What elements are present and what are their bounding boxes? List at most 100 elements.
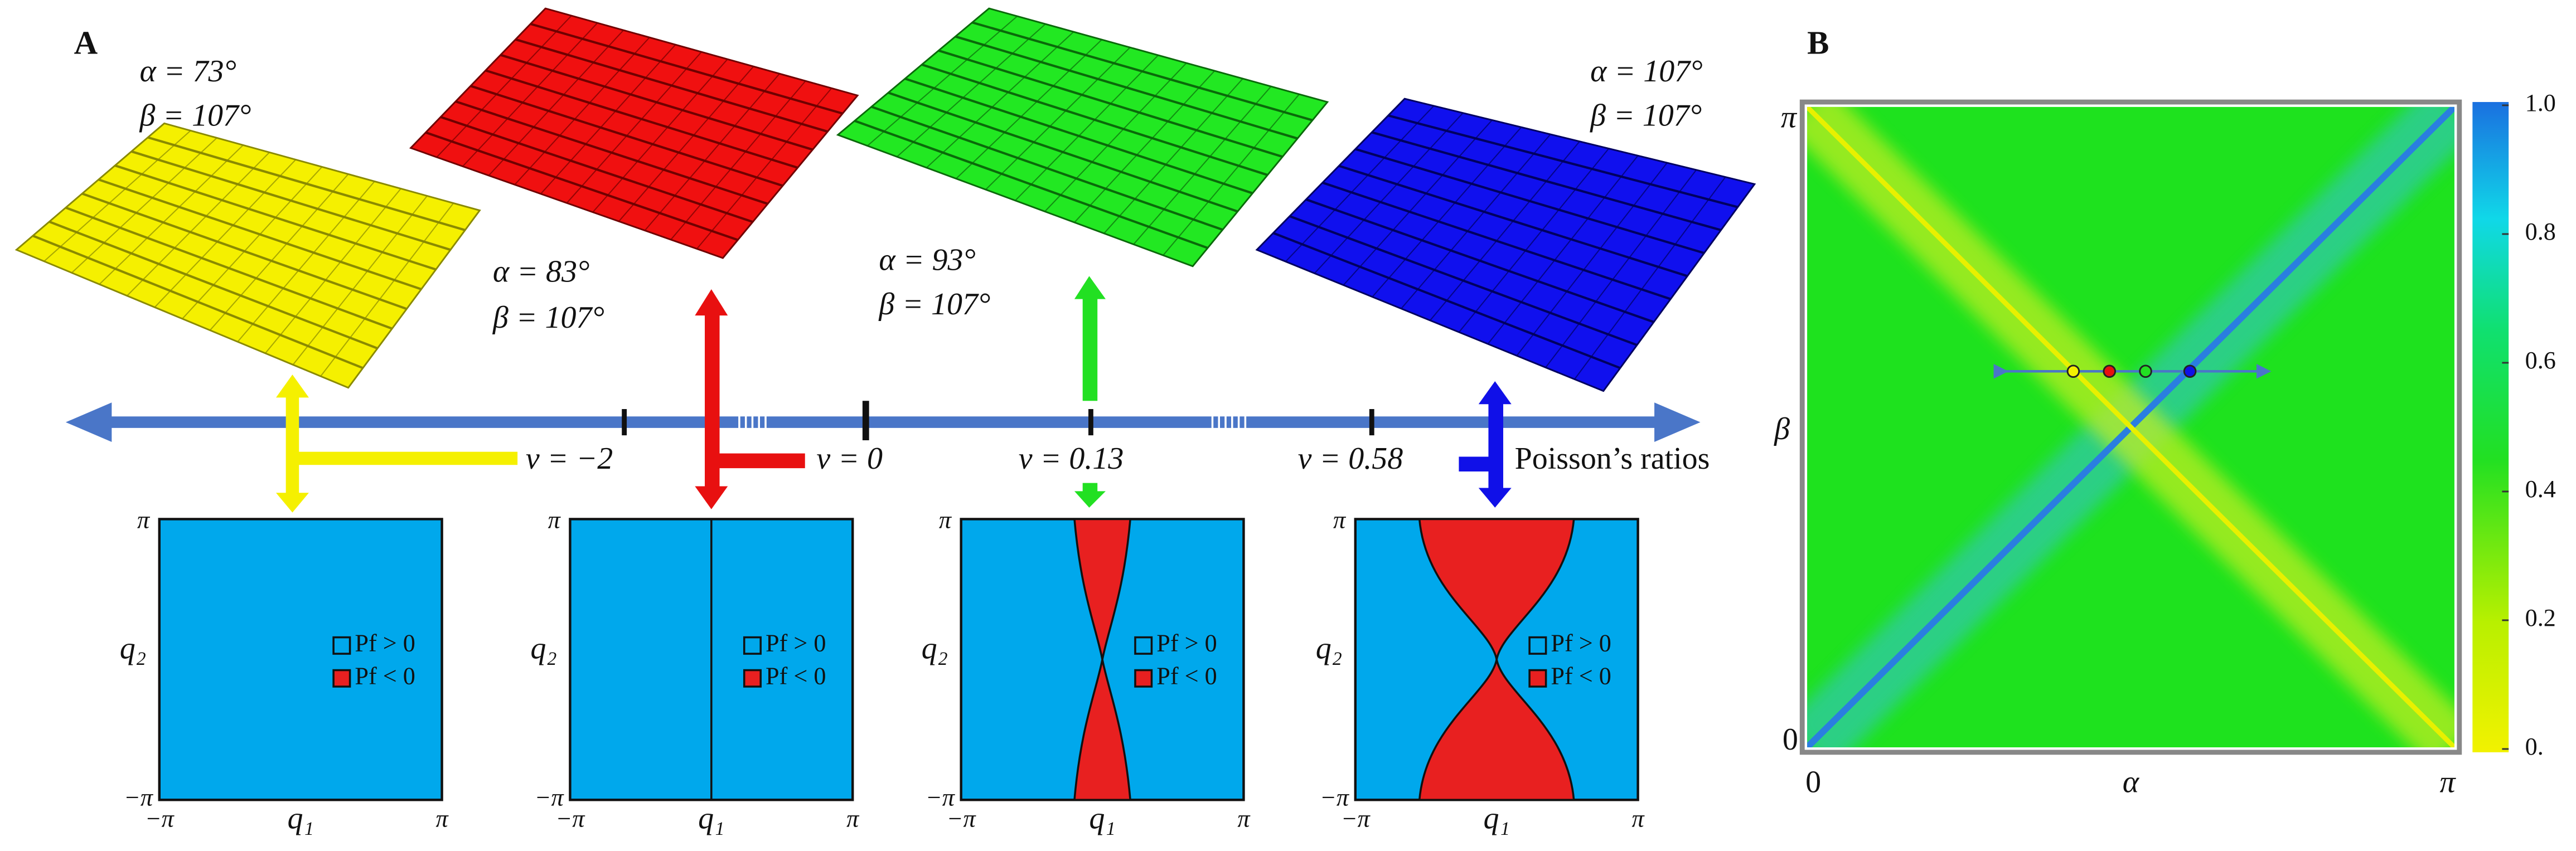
legend-label: Pf < 0 [1551,662,1611,689]
y-tick-label: −π [124,784,154,811]
pointer-red [695,289,805,509]
ratio-label: ν = 0.58 [1298,441,1403,476]
x-tick-label: π [846,805,860,833]
angle-label: β = 107° [878,287,990,322]
sheet-fold [618,66,754,222]
sheet-fold [1574,176,1726,380]
legend-swatch [1134,669,1153,688]
sheet-fold [1401,134,1551,309]
sheet-fold [182,166,323,319]
colorbar-tick-label: 0. [2525,733,2544,760]
y-axis-label: q₂ [1316,631,1342,665]
y-axis-label: q₂ [530,631,556,665]
pointer-blue [1459,381,1512,508]
pointer-yellow [276,375,518,513]
x-axis-label: α [2123,765,2140,800]
x-axis-label: q₁ [1483,801,1509,835]
sheet-fold [127,152,270,296]
legend-label: Pf < 0 [355,662,415,689]
angle-label: β = 107° [139,98,251,133]
legend-swatch [332,669,351,688]
heatmap [1799,99,2462,755]
axis-label: Poisson’s ratios [1515,441,1710,476]
ratio-label: ν = 0 [816,441,883,476]
angle-label: α = 93° [879,243,975,278]
sheet-fold [237,181,375,342]
x-tick-label: π [436,805,449,833]
x-tick-label: π [1237,805,1251,833]
y-tick-label: π [548,506,561,533]
x-tick-label: π [2439,765,2456,800]
angle-label: α = 107° [1590,54,1702,89]
angle-label: α = 73° [139,54,236,89]
sheet-fold [1372,127,1522,298]
panel-label: A [74,24,98,61]
x-tick-label: 0 [1805,765,1821,800]
y-tick-label: π [137,506,151,533]
angle-label: α = 83° [493,254,589,289]
x-axis-label: q₁ [287,801,313,835]
y-tick-label: π [939,506,952,533]
sheet-fold [1015,55,1159,201]
sheet-fold [1343,119,1493,286]
sheet-fold [1044,62,1187,212]
colorbar-tick-label: 0.4 [2525,475,2556,503]
sheet-fold [320,202,454,377]
sheet-fold [592,59,728,213]
x-axis-label: q₁ [1089,801,1115,835]
sheet-fold [488,30,624,176]
x-tick-label: −π [947,805,977,833]
legend-swatch [332,636,351,655]
sheet-fold [1516,162,1668,356]
y-tick-label: −π [535,784,565,811]
sheet-fold [644,73,780,231]
ratio-label: ν = −2 [526,441,613,476]
legend-label: Pf < 0 [766,662,826,689]
sheet-fold [540,44,676,194]
sheet-fold [1133,86,1272,245]
sheet-fold [696,87,832,250]
colorbar [2472,102,2509,752]
y-axis-label: q₂ [120,631,146,665]
x-tick-label: −π [1341,805,1371,833]
panel-label: B [1807,24,1829,61]
legend-swatch [743,636,762,655]
legend-swatch [1528,636,1547,655]
phase-region-negative [1418,518,1575,801]
sheet-fold [265,188,401,354]
y-tick-label: 0 [1783,722,1798,757]
sheet-fold [292,195,428,366]
y-tick-label: π [1781,100,1798,134]
pointer-green [1074,276,1106,508]
sheet-fold [1545,169,1697,368]
x-tick-label: π [1632,805,1645,833]
y-axis-label: β [1774,412,1790,446]
sheet-fold [867,16,1018,147]
phase-diagrams: π −π q₂ −π q₁ π Pf > 0 Pf < 0 π −π q₂ −π q₁ π Pf > 0 Pf… [120,506,1645,835]
sheet-fold [154,159,297,308]
sheet-fold [1458,148,1610,333]
x-tick-label: −π [555,805,585,833]
sheet [14,122,481,389]
sheet [409,7,859,259]
sheet-fold [956,39,1102,179]
sheet-fold [985,47,1131,190]
phase-region-negative [1073,518,1132,801]
sheet-fold [209,173,349,331]
sheet-fold [1074,70,1216,223]
y-tick-label: −π [926,784,956,811]
x-axis-label: q₁ [698,801,724,835]
colorbar-tick-label: 0.2 [2525,604,2556,631]
legend-label: Pf > 0 [766,629,826,657]
legend-label: Pf > 0 [1156,629,1217,657]
origami-sheets [14,7,1756,392]
sheet-fold [1487,155,1639,344]
sheet-fold [436,15,572,158]
y-axis-label: q₂ [922,631,948,665]
sheet-fold [1103,78,1243,234]
sheet-fold [566,51,702,203]
angle-label: β = 107° [1590,98,1702,133]
colorbar-tick-label: 0.8 [2525,218,2556,245]
angle-label: β = 107° [492,300,604,335]
